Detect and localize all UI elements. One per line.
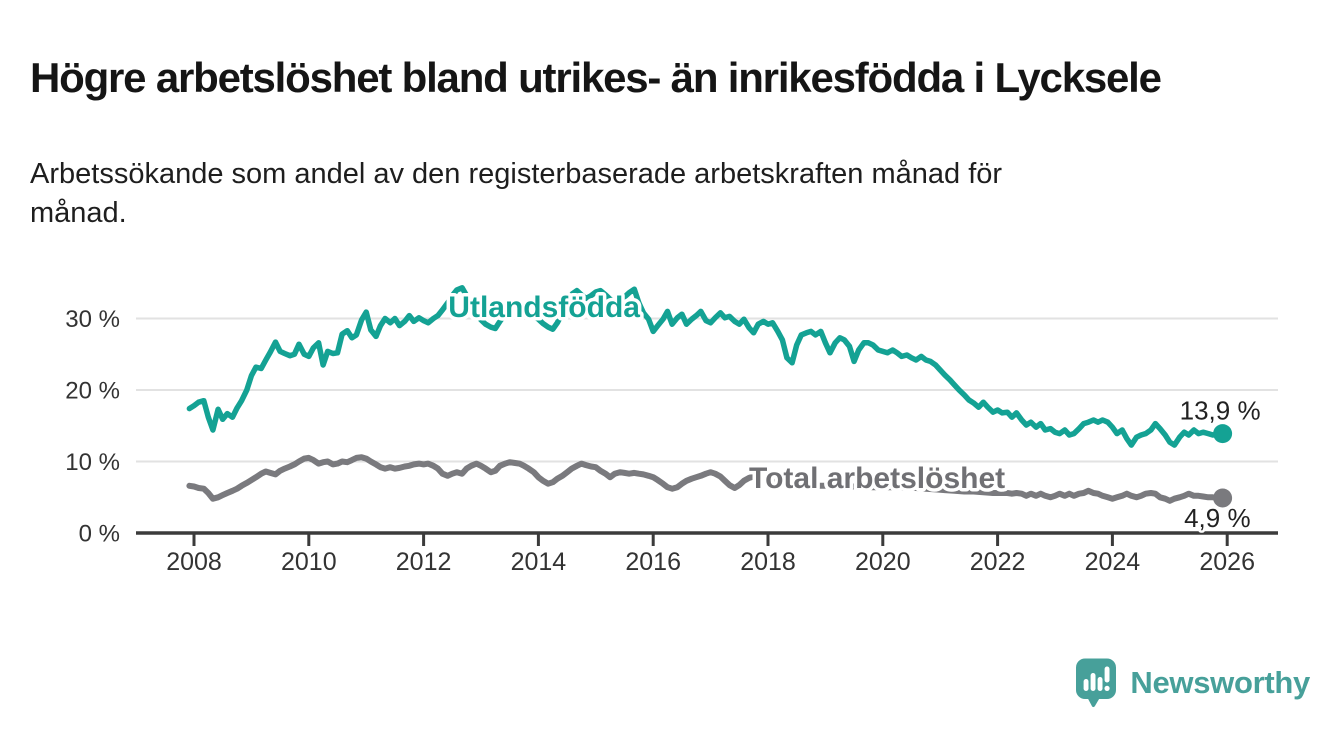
end-value-label-total: 4,9 % [1184, 503, 1251, 533]
series-line-utlandsfodda [186, 285, 1226, 448]
x-axis-tick-label: 2026 [1199, 548, 1255, 576]
y-axis-tick-label: 30 % [65, 306, 120, 333]
end-dot-utlandsfodda [1213, 424, 1233, 444]
series-inline-label-utlandsfodda: Utlandsfödda [448, 291, 640, 324]
x-axis-tick-label: 2024 [1085, 548, 1141, 576]
x-axis-tick-label: 2018 [740, 548, 796, 576]
x-axis-tick-label: 2008 [166, 548, 222, 576]
x-axis-tick-label: 2022 [970, 548, 1026, 576]
series-line-total [186, 454, 1226, 504]
chart-subtitle: Arbetssökande som andel av den registerb… [30, 158, 1003, 229]
y-axis-tick-label: 0 % [79, 521, 120, 548]
x-axis-tick-label: 2020 [855, 548, 911, 576]
end-dot-total [1213, 488, 1233, 508]
x-axis-tick-label: 2012 [396, 548, 452, 576]
x-axis-tick-label: 2010 [281, 548, 337, 576]
y-axis-tick-label: 10 % [65, 449, 120, 476]
newsworthy-brand-text: Newsworthy [1130, 665, 1310, 700]
x-axis-tick-label: 2014 [511, 548, 567, 576]
series-inline-label-total: Total arbetslöshet [749, 462, 1005, 495]
newsworthy-logo: Newsworthy [1075, 658, 1310, 708]
end-value-label-utlandsfodda: 13,9 % [1180, 396, 1261, 426]
chart-title: Högre arbetslöshet bland utrikes- än inr… [30, 54, 1162, 102]
newsworthy-bubble-chart-icon [1076, 658, 1117, 708]
x-axis-tick-label: 2016 [625, 548, 681, 576]
y-axis-tick-label: 20 % [65, 378, 120, 405]
